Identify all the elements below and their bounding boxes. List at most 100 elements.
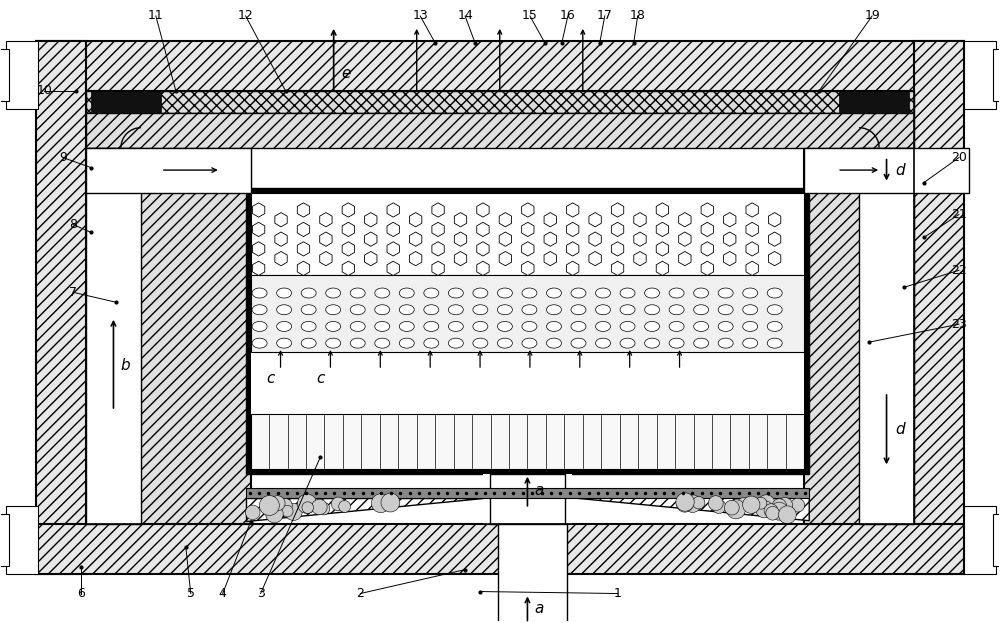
Polygon shape (522, 242, 534, 256)
Ellipse shape (473, 338, 488, 348)
Text: 4: 4 (219, 587, 227, 600)
Ellipse shape (448, 288, 463, 298)
Ellipse shape (277, 305, 292, 315)
Polygon shape (572, 498, 809, 521)
Polygon shape (365, 252, 377, 266)
Polygon shape (611, 222, 624, 237)
Polygon shape (656, 242, 669, 256)
Circle shape (371, 494, 390, 513)
Circle shape (259, 495, 279, 515)
Ellipse shape (473, 288, 488, 298)
Polygon shape (432, 203, 444, 217)
Ellipse shape (497, 305, 512, 315)
Circle shape (317, 502, 330, 515)
Polygon shape (544, 252, 556, 266)
Ellipse shape (424, 338, 439, 348)
Polygon shape (320, 212, 332, 227)
Ellipse shape (448, 321, 463, 331)
Ellipse shape (620, 338, 635, 348)
Polygon shape (746, 222, 758, 237)
Ellipse shape (252, 321, 267, 331)
Polygon shape (387, 242, 399, 256)
Circle shape (381, 493, 400, 512)
Ellipse shape (473, 321, 488, 331)
Circle shape (302, 502, 314, 513)
Polygon shape (522, 261, 534, 275)
Text: 21: 21 (951, 208, 967, 221)
Polygon shape (297, 222, 310, 237)
Ellipse shape (571, 288, 586, 298)
Polygon shape (454, 252, 467, 266)
Ellipse shape (424, 305, 439, 315)
Ellipse shape (301, 321, 316, 331)
Bar (251, 148, 804, 193)
Ellipse shape (522, 305, 537, 315)
Polygon shape (724, 212, 736, 227)
Ellipse shape (326, 288, 341, 298)
Ellipse shape (375, 321, 390, 331)
Circle shape (297, 494, 317, 513)
Ellipse shape (448, 305, 463, 315)
Polygon shape (342, 203, 355, 217)
Circle shape (266, 505, 283, 523)
Polygon shape (656, 261, 669, 275)
Text: 22: 22 (951, 264, 967, 277)
Ellipse shape (767, 288, 782, 298)
Polygon shape (567, 222, 579, 237)
Ellipse shape (301, 305, 316, 315)
Ellipse shape (767, 338, 782, 348)
Polygon shape (252, 261, 265, 275)
Polygon shape (679, 232, 691, 246)
Polygon shape (768, 252, 781, 266)
Polygon shape (432, 242, 444, 256)
Bar (839, 91, 909, 113)
Ellipse shape (399, 305, 414, 315)
Polygon shape (679, 252, 691, 266)
Polygon shape (320, 232, 332, 246)
Bar (36, 41, 86, 574)
Polygon shape (252, 222, 265, 237)
Ellipse shape (718, 288, 733, 298)
Text: e: e (341, 66, 350, 81)
Ellipse shape (301, 288, 316, 298)
Ellipse shape (718, 305, 733, 315)
Ellipse shape (669, 338, 684, 348)
Polygon shape (365, 212, 377, 227)
Text: 3: 3 (257, 587, 265, 600)
Polygon shape (679, 212, 691, 227)
Ellipse shape (375, 305, 390, 315)
Bar (36, 41, 964, 91)
Bar (86, 148, 251, 193)
Polygon shape (252, 242, 265, 256)
Ellipse shape (522, 338, 537, 348)
Circle shape (726, 500, 746, 519)
Ellipse shape (277, 338, 292, 348)
Ellipse shape (350, 338, 365, 348)
Polygon shape (477, 203, 489, 217)
Circle shape (676, 495, 693, 512)
Bar (993, 49, 1000, 101)
Text: 14: 14 (457, 9, 473, 22)
Circle shape (331, 497, 345, 511)
Bar (498, 524, 567, 623)
Bar (246, 188, 809, 474)
Text: 8: 8 (69, 218, 77, 231)
Polygon shape (342, 261, 355, 275)
Polygon shape (701, 203, 713, 217)
Ellipse shape (767, 305, 782, 315)
Polygon shape (746, 242, 758, 256)
Circle shape (676, 493, 694, 511)
Polygon shape (275, 212, 287, 227)
Polygon shape (297, 203, 310, 217)
Polygon shape (387, 222, 399, 237)
Ellipse shape (252, 288, 267, 298)
Bar (251, 193, 804, 275)
Bar (246, 488, 809, 498)
Polygon shape (634, 212, 646, 227)
Text: 7: 7 (69, 286, 77, 299)
Circle shape (270, 496, 285, 511)
Polygon shape (768, 232, 781, 246)
Ellipse shape (743, 288, 758, 298)
Circle shape (724, 500, 739, 515)
Ellipse shape (424, 288, 439, 298)
